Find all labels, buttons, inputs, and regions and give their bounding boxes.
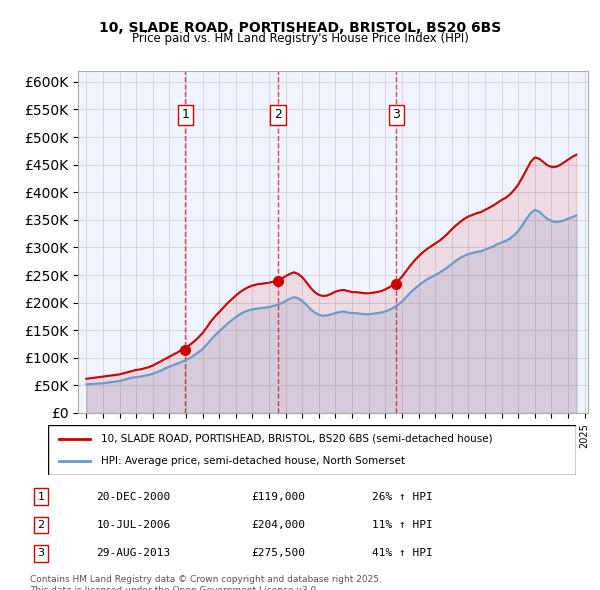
Text: £119,000: £119,000 xyxy=(251,491,305,502)
Text: 3: 3 xyxy=(392,109,400,122)
Text: 41% ↑ HPI: 41% ↑ HPI xyxy=(372,548,433,558)
Text: 2: 2 xyxy=(274,109,282,122)
Text: 11% ↑ HPI: 11% ↑ HPI xyxy=(372,520,433,530)
Text: £275,500: £275,500 xyxy=(251,548,305,558)
Text: 2: 2 xyxy=(37,520,44,530)
Text: £204,000: £204,000 xyxy=(251,520,305,530)
Text: 10, SLADE ROAD, PORTISHEAD, BRISTOL, BS20 6BS (semi-detached house): 10, SLADE ROAD, PORTISHEAD, BRISTOL, BS2… xyxy=(101,434,493,444)
Text: 26% ↑ HPI: 26% ↑ HPI xyxy=(372,491,433,502)
FancyBboxPatch shape xyxy=(48,425,576,475)
Text: Contains HM Land Registry data © Crown copyright and database right 2025.
This d: Contains HM Land Registry data © Crown c… xyxy=(30,575,382,590)
Text: 20-DEC-2000: 20-DEC-2000 xyxy=(96,491,170,502)
Text: 10-JUL-2006: 10-JUL-2006 xyxy=(96,520,170,530)
Text: Price paid vs. HM Land Registry's House Price Index (HPI): Price paid vs. HM Land Registry's House … xyxy=(131,32,469,45)
Text: 1: 1 xyxy=(181,109,189,122)
Text: 3: 3 xyxy=(38,548,44,558)
Text: 29-AUG-2013: 29-AUG-2013 xyxy=(96,548,170,558)
Text: 10, SLADE ROAD, PORTISHEAD, BRISTOL, BS20 6BS: 10, SLADE ROAD, PORTISHEAD, BRISTOL, BS2… xyxy=(99,21,501,35)
Text: 1: 1 xyxy=(38,491,44,502)
Text: HPI: Average price, semi-detached house, North Somerset: HPI: Average price, semi-detached house,… xyxy=(101,456,405,466)
